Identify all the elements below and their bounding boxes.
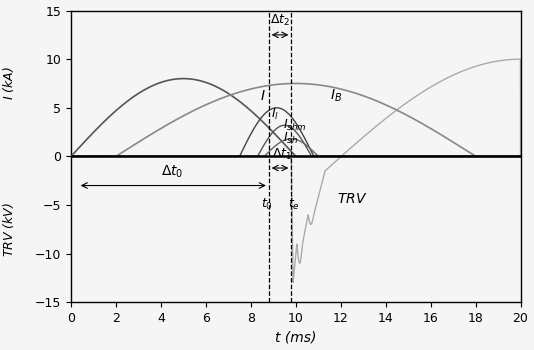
Text: $\Delta t_0$: $\Delta t_0$	[161, 163, 183, 180]
Text: $\Delta t_2$: $\Delta t_2$	[270, 13, 290, 28]
Text: $t_e$: $t_e$	[287, 197, 300, 212]
Text: $I_{shm}$: $I_{shm}$	[284, 118, 307, 133]
Text: $I_B$: $I_B$	[330, 88, 342, 104]
Text: $t_0$: $t_0$	[261, 197, 272, 212]
X-axis label: t (ms): t (ms)	[275, 330, 317, 344]
Text: $I$: $I$	[260, 89, 266, 103]
Text: $TRV$: $TRV$	[337, 192, 367, 206]
Text: $I_l$: $I_l$	[271, 106, 280, 121]
Text: $\Delta t_1$: $\Delta t_1$	[272, 147, 292, 162]
Text: $TRV$ (kV): $TRV$ (kV)	[1, 202, 15, 257]
Text: $I_{sh}$: $I_{sh}$	[284, 131, 299, 146]
Text: $I$ (kA): $I$ (kA)	[1, 66, 15, 100]
